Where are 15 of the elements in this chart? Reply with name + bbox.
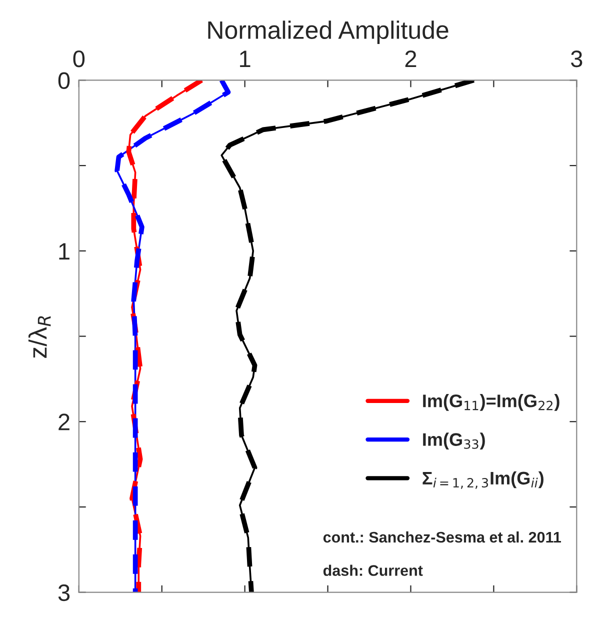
annotation: dash: Current — [323, 564, 423, 576]
x-tick-label: 1 — [240, 50, 250, 67]
y-tick-label: 1 — [59, 243, 70, 260]
x-tick-label: 0 — [73, 50, 85, 68]
y-tick-label: 2 — [58, 414, 70, 430]
y-axis-title: z/λ$_{R}$ — [28, 316, 51, 358]
y-tick-label: 3 — [58, 584, 70, 602]
legend-label: Σ$_{i=1,2,3}$Im(G$_{ii}$) — [422, 471, 544, 489]
legend-label: Im(G$_{11}$)=Im(G$_{22}$) — [423, 394, 560, 411]
annotation: cont.: Sanchez-Sesma et al. 2011 — [323, 531, 561, 543]
x-axis-title: Normalized Amplitude — [208, 20, 448, 44]
x-tick-label: 3 — [570, 50, 582, 68]
legend-label: Im(G$_{33}$) — [423, 432, 485, 450]
y-tick-label: 0 — [58, 72, 70, 89]
x-tick-label: 2 — [405, 50, 416, 67]
